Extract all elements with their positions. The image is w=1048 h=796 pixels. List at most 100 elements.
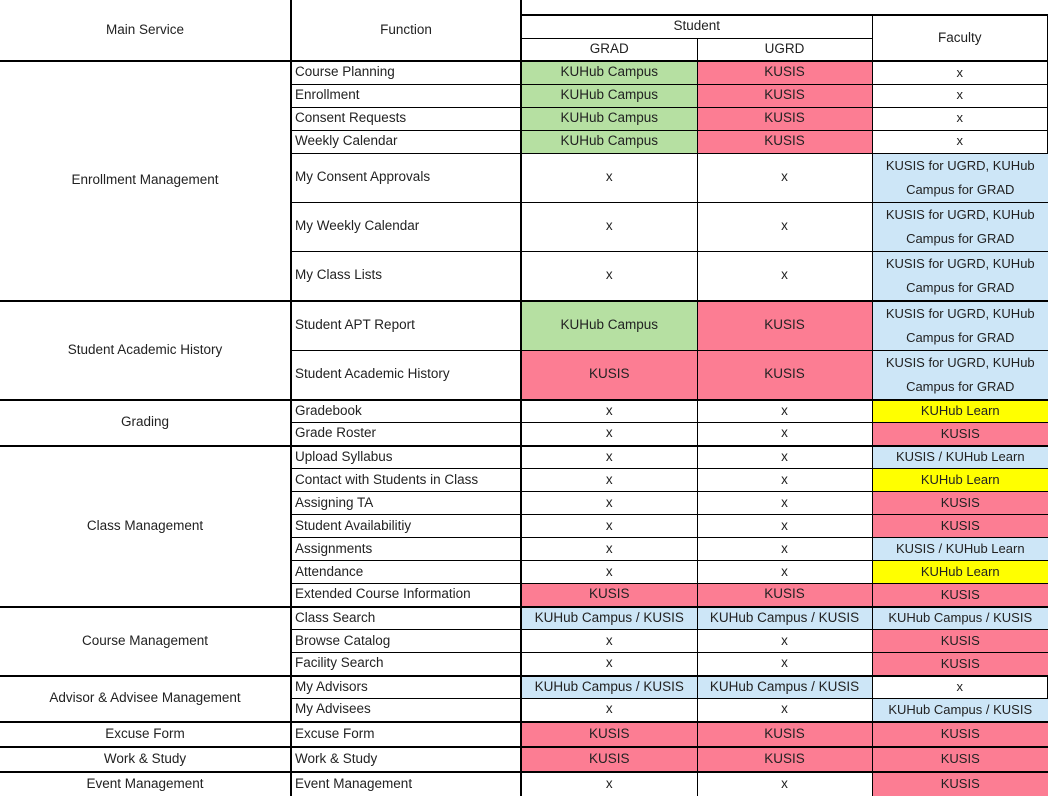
grad-cell: x	[521, 491, 698, 515]
function-cell: My Advisors	[291, 674, 522, 699]
function-cell: My Advisees	[291, 698, 522, 722]
faculty-cell: KUSIS	[872, 629, 1048, 653]
faculty-cell: x	[872, 83, 1048, 107]
table-row: Assigning TA x x KUSIS	[0, 491, 1048, 515]
main-service-cell: Student Academic History	[0, 299, 292, 400]
grad-cell: KUHub Campus	[521, 129, 698, 153]
faculty-cell: KUSIS / KUHub Learn	[872, 537, 1048, 561]
function-cell: My Class Lists	[291, 250, 522, 301]
main-service-cell: Event Management	[0, 770, 292, 796]
function-cell: Work & Study	[291, 745, 522, 772]
ugrd-cell: KUSIS	[697, 745, 873, 772]
ugrd-cell: x	[697, 698, 873, 722]
grad-cell: KUSIS	[521, 349, 698, 400]
grad-cell: x	[521, 398, 698, 423]
ugrd-cell: x	[697, 398, 873, 423]
faculty-cell: KUSIS	[872, 583, 1048, 607]
faculty-cell: KUSIS	[872, 720, 1048, 747]
function-cell: Browse Catalog	[291, 629, 522, 653]
header-row-strip: Main Service Function	[0, 0, 1048, 61]
function-cell: Class Search	[291, 605, 522, 630]
faculty-cell: x	[872, 129, 1048, 153]
ugrd-cell: x	[697, 514, 873, 538]
main-service-cell: Enrollment Management	[0, 60, 292, 301]
main-service-header: Main Service	[0, 0, 292, 61]
grad-cell: KUSIS	[521, 720, 698, 747]
function-cell: Assignments	[291, 537, 522, 561]
ugrd-cell: x	[697, 152, 873, 202]
faculty-cell: KUSIS / KUHub Learn	[872, 444, 1048, 469]
ugrd-cell: x	[697, 422, 873, 446]
ugrd-cell: KUSIS	[697, 299, 873, 350]
table-row: Grade Roster x x KUSIS	[0, 422, 1048, 446]
ugrd-cell: KUSIS	[697, 349, 873, 400]
ugrd-cell: KUHub Campus / KUSIS	[697, 605, 873, 630]
function-cell: Upload Syllabus	[291, 444, 522, 469]
faculty-cell: KUHub Learn	[872, 560, 1048, 584]
table-row: Student Academic History KUSIS KUSIS KUSIS …	[0, 349, 1048, 400]
function-cell: Event Management	[291, 770, 522, 796]
function-cell: Grade Roster	[291, 422, 522, 446]
table-row: Weekly Calendar KUHub Campus KUSIS x	[0, 129, 1048, 153]
grad-cell: x	[521, 422, 698, 446]
function-cell: Consent Requests	[291, 106, 522, 130]
function-cell: Gradebook	[291, 398, 522, 423]
table-row: Excuse Form Excuse Form KUSIS KUSIS KUSIS	[0, 720, 1048, 747]
main-service-cell: Course Management	[0, 605, 292, 676]
ugrd-cell: KUSIS	[697, 83, 873, 107]
faculty-cell: KUSIS	[872, 514, 1048, 538]
faculty-cell: KUSIS for UGRD, KUHub Campus for GRAD	[872, 201, 1048, 251]
table-row: My Consent Approvals x x KUSIS for UGRD, KU…	[0, 152, 1048, 202]
faculty-cell: KUHub Learn	[872, 398, 1048, 423]
function-cell: Weekly Calendar	[291, 129, 522, 153]
table-row: My Weekly Calendar x x KUSIS for UGRD, KUHu…	[0, 201, 1048, 251]
grad-cell: KUHub Campus	[521, 299, 698, 350]
function-cell: Extended Course Information	[291, 583, 522, 607]
ugrd-cell: KUSIS	[697, 583, 873, 607]
table-row: Enrollment KUHub Campus KUSIS x	[0, 83, 1048, 107]
main-service-cell: Class Management	[0, 444, 292, 607]
ugrd-cell: x	[697, 444, 873, 469]
faculty-cell: KUSIS for UGRD, KUHub Campus for GRAD	[872, 299, 1048, 350]
grad-cell: x	[521, 698, 698, 722]
main-service-cell: Grading	[0, 398, 292, 446]
ugrd-cell: x	[697, 560, 873, 584]
table-row: Event Management Event Management x x KUSIS	[0, 770, 1048, 796]
function-cell: My Weekly Calendar	[291, 201, 522, 251]
student-header: Student	[521, 15, 873, 39]
faculty-cell: KUHub Campus / KUSIS	[872, 605, 1048, 630]
function-cell: Excuse Form	[291, 720, 522, 747]
function-cell: My Consent Approvals	[291, 152, 522, 202]
function-cell: Course Planning	[291, 60, 522, 84]
grad-cell: KUHub Campus	[521, 60, 698, 84]
function-cell: Facility Search	[291, 652, 522, 676]
grad-cell: KUHub Campus / KUSIS	[521, 605, 698, 630]
header-spacer	[521, 0, 1048, 16]
faculty-cell: KUSIS	[872, 652, 1048, 676]
table-row: Contact with Students in Class x x KUHub Le…	[0, 468, 1048, 492]
grad-cell: x	[521, 770, 698, 796]
ugrd-header: UGRD	[697, 38, 873, 61]
grad-header: GRAD	[521, 38, 698, 61]
faculty-cell: KUSIS	[872, 491, 1048, 515]
table-row: Facility Search x x KUSIS	[0, 652, 1048, 676]
table-row: Extended Course Information KUSIS KUSIS KUS…	[0, 583, 1048, 607]
table-row: Advisor & Advisee Management My Advisors K…	[0, 674, 1048, 722]
table-header: Main Service Function Student Faculty GR…	[0, 0, 1048, 61]
faculty-header: Faculty	[872, 15, 1048, 61]
table-row: Consent Requests KUHub Campus KUSIS x	[0, 106, 1048, 130]
faculty-cell: KUHub Learn	[872, 468, 1048, 492]
grad-cell: KUSIS	[521, 745, 698, 772]
function-header: Function	[291, 0, 522, 61]
faculty-cell: x	[872, 674, 1048, 699]
grad-cell: KUHub Campus	[521, 106, 698, 130]
main-service-cell: Work & Study	[0, 745, 292, 772]
table-row: Grading Gradebook x x KUHub Learn	[0, 398, 1048, 446]
ugrd-cell: KUSIS	[697, 60, 873, 84]
ugrd-cell: KUSIS	[697, 720, 873, 747]
table-row: Class Management Upload Syllabus x x KUSIS /…	[0, 444, 1048, 607]
grad-cell: x	[521, 250, 698, 301]
ugrd-cell: x	[697, 250, 873, 301]
